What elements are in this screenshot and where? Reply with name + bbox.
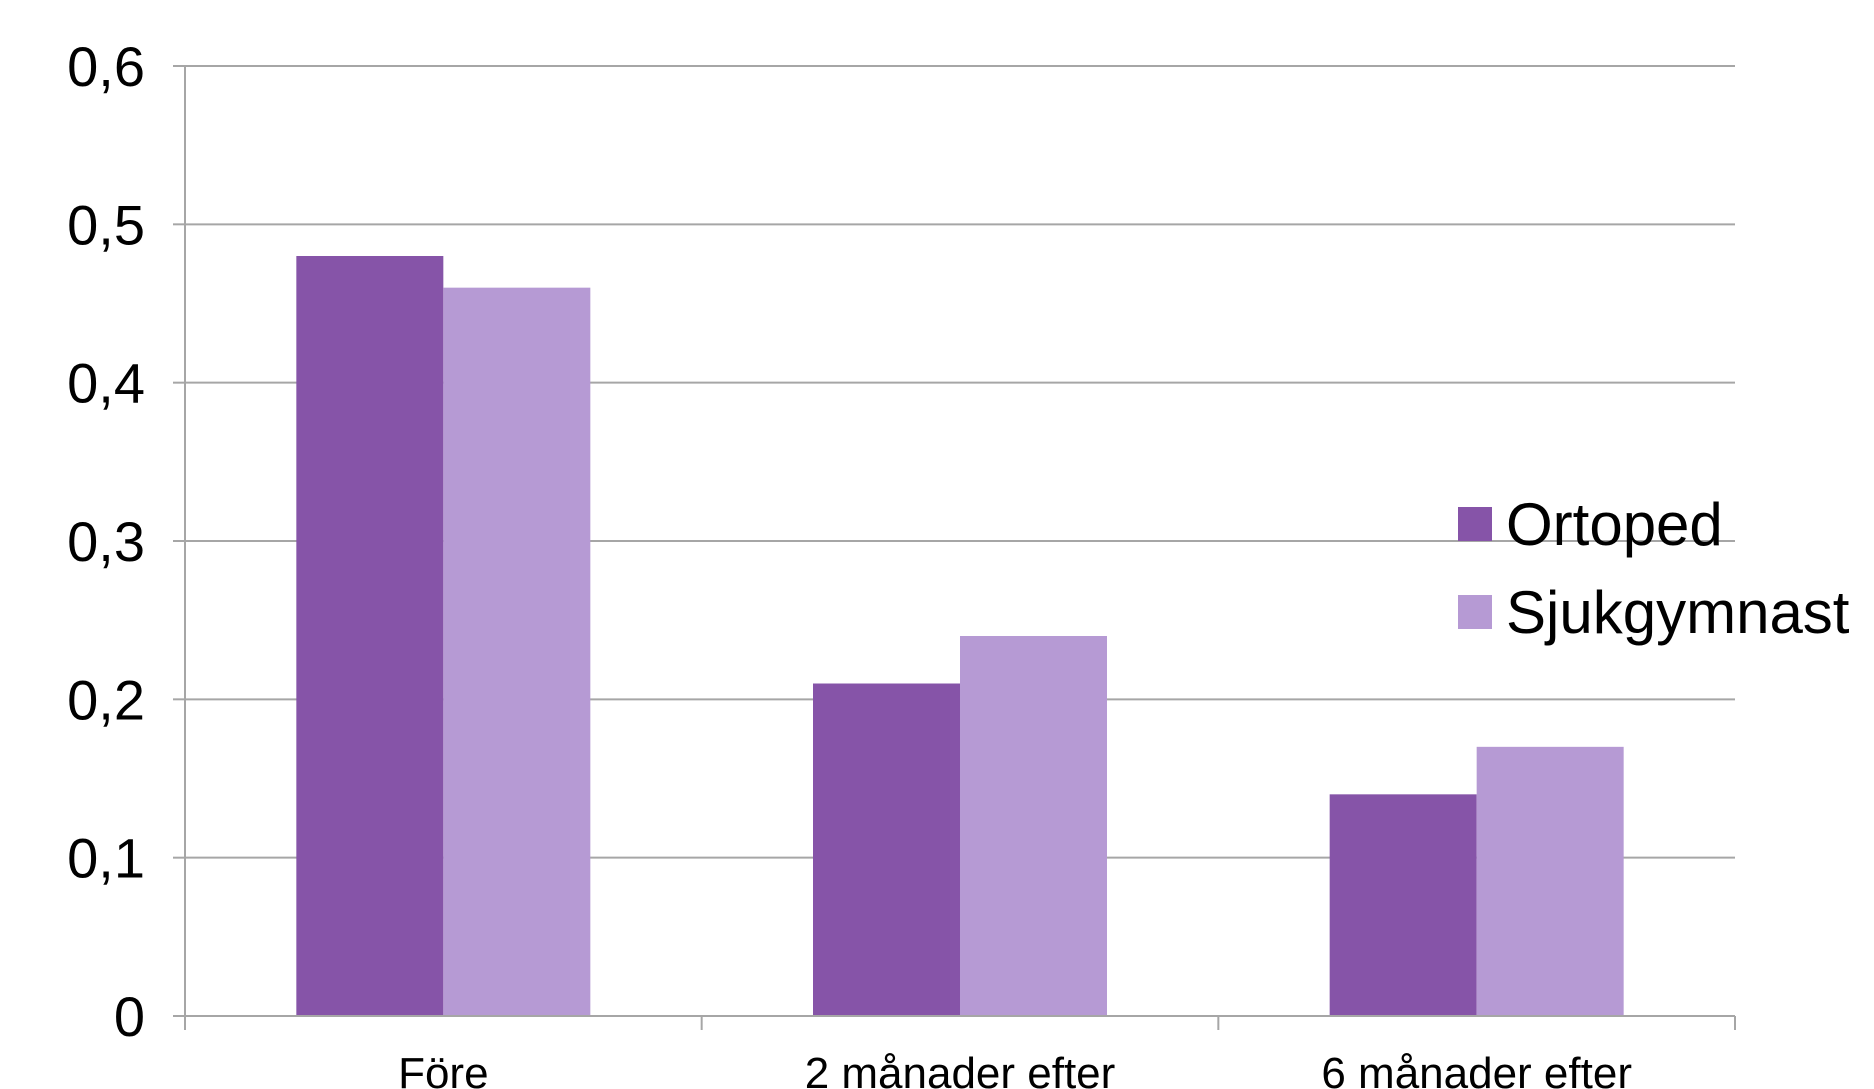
bar-sjukgymnast-2 [960,636,1107,1016]
y-tick-label: 0,4 [67,352,145,415]
y-axis-tick-labels: 0 0,1 0,2 0,3 0,4 0,5 0,6 [67,35,145,1048]
bar-sjukgymnast-1 [443,287,591,1017]
legend-label-sjukgymnast: Sjukgymnast [1506,579,1850,646]
legend-swatch-sjukgymnast [1458,595,1492,629]
legend-swatch-ortoped [1458,507,1492,541]
y-tick-label: 0,1 [67,827,145,890]
y-tick-label: 0,2 [67,668,145,731]
legend-label-ortoped: Ortoped [1506,491,1723,558]
x-axis-tick-labels: Före 2 månader efter 6 månader efter [398,1049,1632,1089]
axes [173,65,1736,1030]
y-tick-label: 0,6 [67,35,145,98]
y-tick-label: 0 [114,985,145,1048]
bar-ortoped-1 [296,256,444,1016]
y-tick-label: 0,3 [67,510,145,573]
y-tick-label: 0,5 [67,193,145,256]
bar-sjukgymnast-3 [1476,746,1624,1016]
x-tick-label: Före [398,1049,488,1089]
bar-ortoped-2 [813,683,960,1016]
bar-ortoped-3 [1329,794,1477,1016]
bars [296,256,1624,1017]
legend: Ortoped Sjukgymnast [1458,491,1850,646]
x-tick-label: 6 månader efter [1321,1049,1632,1089]
x-tick-label: 2 månader efter [805,1049,1116,1089]
